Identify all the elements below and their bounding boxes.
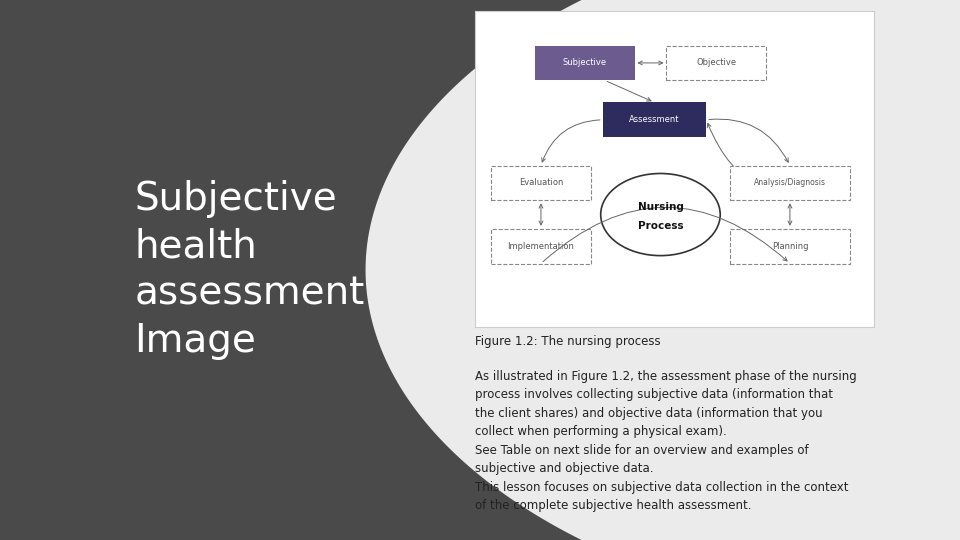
Text: Figure 1.2: The nursing process: Figure 1.2: The nursing process	[475, 335, 660, 348]
FancyBboxPatch shape	[492, 166, 590, 200]
FancyBboxPatch shape	[666, 45, 766, 80]
Text: Nursing: Nursing	[637, 201, 684, 212]
Text: Planning: Planning	[772, 241, 808, 251]
Text: Process: Process	[637, 221, 684, 231]
FancyBboxPatch shape	[603, 103, 707, 137]
FancyBboxPatch shape	[535, 45, 635, 80]
FancyBboxPatch shape	[731, 229, 850, 264]
Ellipse shape	[601, 173, 720, 255]
Text: Analysis/Diagnosis: Analysis/Diagnosis	[754, 178, 826, 187]
Text: Implementation: Implementation	[508, 241, 574, 251]
Text: As illustrated in Figure 1.2, the assessment phase of the nursing
process involv: As illustrated in Figure 1.2, the assess…	[475, 370, 857, 512]
FancyBboxPatch shape	[731, 166, 850, 200]
Text: Subjective
health
assessment
Image: Subjective health assessment Image	[134, 180, 365, 360]
Text: Subjective: Subjective	[563, 58, 607, 68]
Text: Assessment: Assessment	[629, 115, 680, 124]
FancyBboxPatch shape	[492, 229, 590, 264]
Polygon shape	[336, 0, 960, 540]
Text: Evaluation: Evaluation	[518, 178, 564, 187]
Text: Objective: Objective	[696, 58, 736, 68]
